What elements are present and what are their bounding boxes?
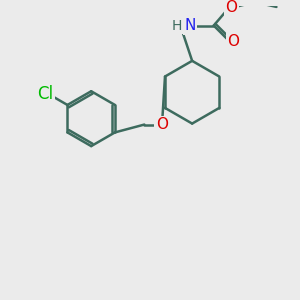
Text: O: O (156, 117, 168, 132)
Text: Cl: Cl (37, 85, 53, 103)
Text: H: H (172, 19, 182, 33)
Text: N: N (184, 18, 196, 33)
Text: O: O (227, 34, 239, 49)
Text: O: O (225, 0, 237, 15)
